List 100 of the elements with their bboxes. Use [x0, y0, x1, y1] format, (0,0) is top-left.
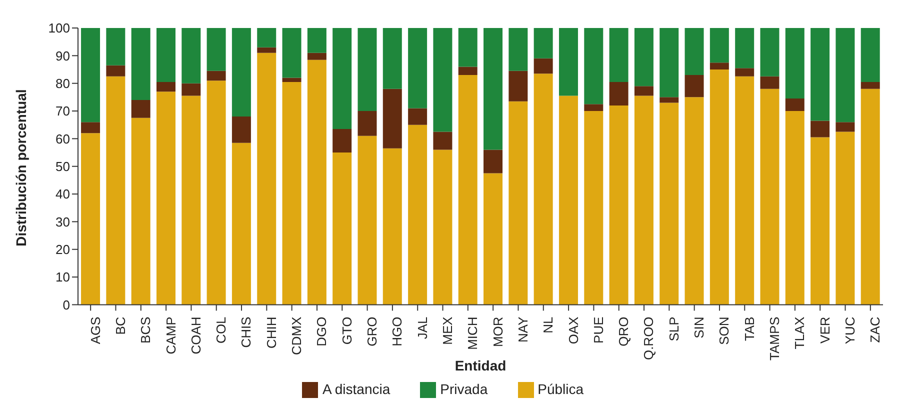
bar — [358, 28, 377, 112]
bar — [433, 28, 452, 132]
bar — [508, 70, 528, 102]
bar — [382, 88, 402, 148]
bar — [182, 96, 201, 305]
bar — [408, 28, 428, 108]
legend-label: Privada — [440, 380, 488, 397]
bar — [534, 28, 553, 58]
y-tick-label: 10 — [56, 270, 70, 285]
x-tick-label: BCS — [138, 316, 154, 344]
bar — [332, 28, 352, 129]
bar — [735, 28, 754, 68]
bar — [534, 74, 553, 305]
bar — [307, 60, 326, 305]
x-tick-label: TAMPS — [767, 316, 782, 361]
bar — [860, 88, 880, 305]
y-tick-label: 50 — [56, 158, 70, 174]
bar — [408, 108, 428, 125]
bar — [106, 76, 126, 305]
bar — [106, 65, 126, 76]
bar — [609, 105, 628, 305]
bar — [660, 97, 679, 103]
legend-label: Pública — [538, 380, 584, 397]
bar — [282, 82, 302, 305]
y-tick-label: 80 — [56, 76, 70, 91]
x-tick-label: VER — [817, 316, 832, 344]
x-tick-label: COL — [214, 316, 229, 344]
bar — [206, 28, 226, 71]
bar — [433, 132, 452, 150]
bar — [735, 68, 754, 76]
bar — [558, 96, 578, 305]
x-tick-label: JAL — [414, 316, 430, 340]
bar — [257, 28, 276, 48]
bar — [710, 28, 729, 63]
bar — [182, 28, 201, 84]
bar — [206, 80, 226, 305]
x-tick-label: TLAX — [792, 316, 808, 350]
bar — [182, 83, 201, 96]
bar — [760, 28, 780, 76]
x-tick-label: QRO — [616, 316, 632, 346]
x-tick-label: ZAC — [868, 316, 883, 343]
bar — [609, 82, 628, 106]
bar — [584, 28, 604, 104]
y-tick-label: 100 — [48, 20, 70, 36]
legend-label: A distancia — [322, 380, 390, 397]
x-tick-label: MEX — [440, 316, 455, 345]
y-tick-label: 0 — [62, 297, 70, 312]
x-tick-label: DGO — [314, 316, 330, 346]
bar — [634, 86, 654, 96]
bar — [508, 28, 528, 71]
bar — [710, 70, 729, 305]
bar — [785, 98, 804, 112]
bar — [484, 28, 503, 150]
bar — [458, 75, 478, 305]
bar — [760, 88, 780, 305]
bar — [131, 100, 150, 118]
x-tick-label: CAMP — [163, 316, 178, 354]
bar — [81, 28, 100, 122]
bar — [131, 28, 150, 100]
x-tick-label: TAB — [742, 316, 757, 342]
bar — [785, 28, 804, 99]
x-tick-label: MICH — [465, 316, 480, 350]
y-tick-label: 70 — [56, 104, 70, 119]
bar — [684, 97, 704, 305]
x-tick-label: SON — [716, 316, 732, 345]
bar — [684, 28, 704, 76]
bar — [358, 136, 377, 305]
bar — [81, 133, 100, 305]
bar — [836, 132, 855, 305]
bar — [810, 120, 830, 138]
bar — [257, 52, 276, 305]
y-tick-label: 30 — [56, 214, 70, 230]
bar — [860, 82, 880, 89]
bar — [484, 150, 503, 174]
x-tick-label: CHIS — [238, 316, 254, 348]
bar — [584, 111, 604, 305]
x-tick-label: OAX — [566, 316, 581, 344]
bar — [458, 66, 478, 76]
bar — [836, 122, 855, 132]
bar — [332, 152, 352, 305]
bar — [206, 70, 226, 81]
bar — [307, 28, 326, 53]
bar — [508, 101, 528, 305]
x-tick-label: HGO — [390, 316, 405, 346]
x-tick-label: COAH — [188, 316, 204, 354]
bar — [433, 150, 452, 305]
x-axis-title: Entidad — [454, 358, 506, 374]
bar — [307, 52, 326, 60]
x-tick-label: SLP — [666, 316, 682, 342]
bar — [156, 92, 176, 305]
y-tick-label: 90 — [56, 48, 70, 64]
bar — [634, 28, 654, 86]
x-tick-label: YUC — [842, 316, 858, 344]
x-tick-label: NAY — [515, 316, 530, 342]
x-tick-label: SIN — [692, 316, 707, 338]
x-tick-label: NL — [540, 316, 556, 334]
bar — [458, 28, 478, 67]
y-tick-label: 40 — [56, 186, 70, 202]
bar — [131, 118, 150, 305]
bar — [282, 78, 302, 82]
